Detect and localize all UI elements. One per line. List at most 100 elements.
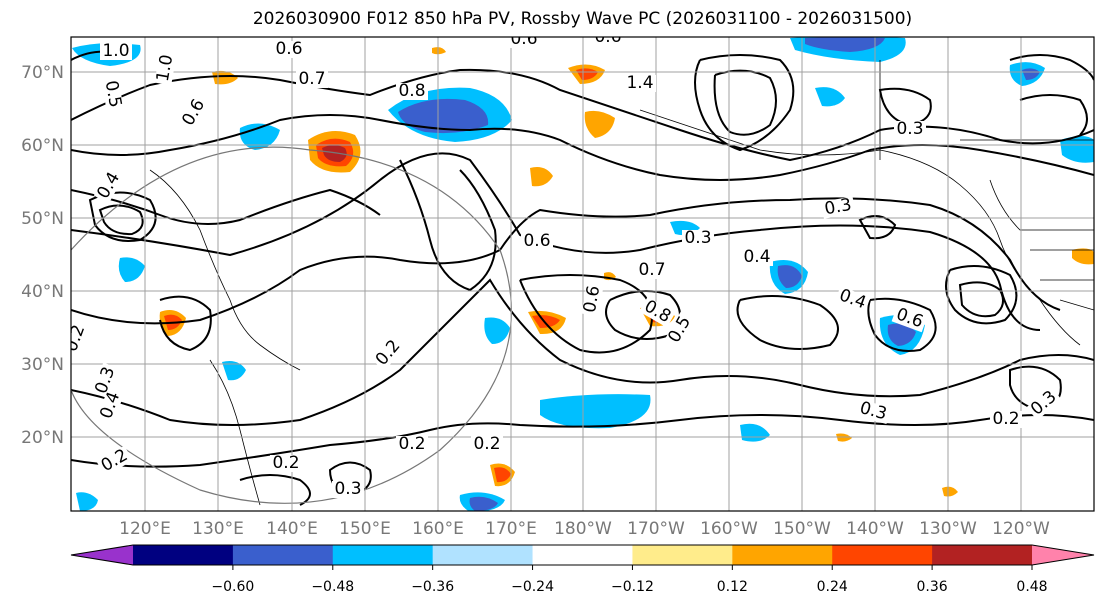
contour-label-bg xyxy=(154,50,177,86)
map-title: 2026030900 F012 850 hPa PV, Rossby Wave … xyxy=(252,9,913,29)
contour-label-bg xyxy=(396,436,428,453)
colorbar-segment xyxy=(432,545,534,565)
colorbar-tick-label: 0.48 xyxy=(1016,579,1047,595)
pv-contour-lines xyxy=(71,50,1094,506)
contour-label-bg xyxy=(834,286,871,314)
lon-label: 120°W xyxy=(992,519,1050,539)
lat-label: 60°N xyxy=(21,136,64,156)
contour-label: 0.3 xyxy=(823,195,853,219)
contour-label-bg xyxy=(891,305,928,333)
graticule xyxy=(71,37,1094,511)
contour-label: 0.3 xyxy=(684,228,711,248)
contour-label: 1.4 xyxy=(626,73,653,93)
colorbar-segment xyxy=(932,545,1033,565)
contour-label: 0.6 xyxy=(275,39,302,59)
colorbar-segment xyxy=(532,545,633,565)
lon-label: 170°W xyxy=(627,519,685,539)
colorbar-tick-label: −0.12 xyxy=(611,579,654,595)
contour-label-bg xyxy=(636,262,668,279)
contour-label-bg xyxy=(581,281,604,317)
contour-label-bg xyxy=(990,411,1022,428)
contour-label: 0.7 xyxy=(298,69,325,89)
contour-label-bg xyxy=(101,76,124,112)
colorbar: −0.60 −0.48 −0.36 −0.24 −0.12 0.12 0.24 0.36 0.4… xyxy=(70,544,1095,595)
colorbar-segment xyxy=(232,545,334,565)
lat-label: 70°N xyxy=(21,63,64,83)
colorbar-tick-label: −0.60 xyxy=(211,579,254,595)
colorbar-outline xyxy=(70,544,1095,566)
lon-label: 120°E xyxy=(119,519,171,539)
contour-label-bg xyxy=(624,75,656,92)
longitude-labels: 120°E 130°E 140°E 150°E 160°E 170°E 180°W 170°W… xyxy=(119,519,1050,539)
contour-label-bg xyxy=(894,121,926,138)
contour-label: 0.2 xyxy=(398,434,425,454)
contour-label-bg xyxy=(521,233,553,250)
contour-label: 0.7 xyxy=(638,260,665,280)
contour-label-bg xyxy=(396,83,428,100)
lon-label: 140°E xyxy=(266,519,318,539)
contour-label-bg xyxy=(270,455,302,472)
contour-label-bg xyxy=(371,335,406,371)
colorbar-segment xyxy=(832,545,933,565)
contour-label-bg xyxy=(100,43,132,60)
map-frame xyxy=(70,36,1095,512)
lon-label: 160°W xyxy=(700,519,758,539)
colorbar-segment xyxy=(1032,545,1094,565)
contour-label-bg xyxy=(273,41,305,58)
contour-label-bg xyxy=(1026,386,1062,421)
contour-label: 0.6 xyxy=(510,29,537,49)
lon-label: 150°W xyxy=(773,519,831,539)
lon-label: 130°W xyxy=(919,519,977,539)
colorbar-segment xyxy=(71,545,133,565)
colorbar-tick-label: −0.24 xyxy=(511,579,554,595)
contour-label: 0.6 xyxy=(523,231,550,251)
colorbar-segment xyxy=(133,545,234,565)
lat-label: 20°N xyxy=(21,428,64,448)
contour-label: 1.0 xyxy=(153,53,177,83)
contour-label-bg xyxy=(471,436,503,453)
contour-label-bg xyxy=(508,37,540,48)
lat-label: 50°N xyxy=(21,209,64,229)
contour-label: 0.8 xyxy=(398,81,425,101)
coastlines xyxy=(149,60,1094,506)
contour-label: 1.0 xyxy=(102,41,129,61)
contour-label: 0.6 xyxy=(594,27,621,47)
lat-label: 40°N xyxy=(21,282,64,302)
contour-label-bg xyxy=(855,399,891,425)
contour-label-bg xyxy=(820,196,856,219)
lon-label: 150°E xyxy=(339,519,391,539)
lat-label: 30°N xyxy=(21,355,64,375)
contour-label-bg xyxy=(741,249,773,266)
contour-label-bg xyxy=(71,320,90,357)
contour-label: 0.3 xyxy=(896,119,923,139)
contour-label-bg xyxy=(178,94,210,131)
contour-label: 0.5 xyxy=(101,79,125,109)
colorbar-segment xyxy=(632,545,733,565)
lon-label: 170°E xyxy=(485,519,537,539)
colorbar-tick-label: 0.24 xyxy=(817,579,848,595)
contour-label-bg xyxy=(664,311,696,348)
lon-label: 130°E xyxy=(192,519,244,539)
colorbar-segment xyxy=(332,545,434,565)
contour-label-bg xyxy=(93,167,125,204)
colorbar-tick-label: 0.12 xyxy=(717,579,748,595)
colorbar-tick-label: 0.36 xyxy=(917,579,948,595)
latitude-labels: 70°N 60°N 50°N 40°N 30°N 20°N xyxy=(21,63,64,448)
contour-label-bg xyxy=(296,71,328,88)
contour-label: 0.2 xyxy=(272,453,299,473)
great-circle-arc xyxy=(71,146,512,504)
contour-label-bg xyxy=(639,296,676,328)
contour-label-bg xyxy=(96,445,133,477)
contour-label: 0.2 xyxy=(992,409,1019,429)
lon-label: 140°W xyxy=(846,519,904,539)
contour-label: 0.6 xyxy=(580,284,604,314)
contour-label: 0.2 xyxy=(473,434,500,454)
contour-label-bg xyxy=(92,362,120,399)
contour-label: 0.4 xyxy=(743,247,770,267)
contour-label-bg xyxy=(97,387,125,424)
lon-label: 160°E xyxy=(412,519,464,539)
contour-label: 0.3 xyxy=(334,479,361,499)
colorbar-tick-label: −0.36 xyxy=(411,579,454,595)
contour-label-bg xyxy=(592,37,624,46)
